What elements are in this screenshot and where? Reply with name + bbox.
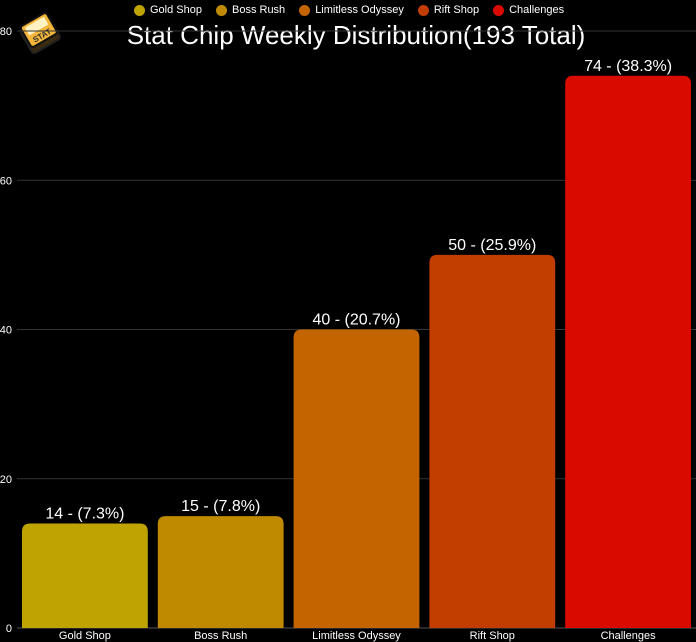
legend-swatch — [215, 4, 227, 16]
x-tick-label: Rift Shop — [470, 630, 515, 642]
bar-limitless-odyssey — [293, 329, 420, 628]
legend-item[interactable]: Boss Rush — [215, 4, 286, 16]
legend-item[interactable]: Rift Shop — [417, 4, 480, 16]
data-label: 40 - (20.7%) — [312, 312, 400, 329]
data-label: 50 - (25.9%) — [448, 237, 536, 254]
legend-label: Limitless Odyssey — [315, 4, 404, 16]
chart-title: Stat Chip Weekly Distribution(193 Total) — [126, 20, 586, 50]
bar-challenges — [565, 75, 691, 628]
data-label: 74 - (38.3%) — [584, 58, 672, 75]
legend-item[interactable]: Limitless Odyssey — [299, 4, 404, 16]
y-tick-label: 60 — [0, 175, 12, 187]
bar-gold-shop — [22, 523, 148, 628]
y-tick-label: 40 — [0, 325, 12, 337]
bar-rift-shop — [429, 254, 556, 628]
x-tick-label: Gold Shop — [59, 630, 111, 642]
stat-chip-logo: STAT — [19, 12, 61, 55]
data-label: 14 - (7.3%) — [45, 506, 124, 523]
chart-legend: Gold Shop Boss Rush Limitless Odyssey Rift … — [134, 4, 564, 16]
x-tick-label: Challenges — [601, 630, 657, 642]
legend-label: Rift Shop — [433, 4, 480, 16]
bar-boss-rush — [157, 516, 284, 628]
data-label: 15 - (7.8%) — [181, 498, 260, 515]
legend-item[interactable]: Challenges — [493, 4, 564, 16]
legend-swatch — [417, 4, 429, 16]
y-tick-label: 80 — [0, 26, 12, 38]
legend-label: Gold Shop — [150, 4, 202, 16]
legend-swatch — [493, 4, 505, 16]
y-tick-label: 20 — [0, 474, 12, 486]
x-tick-label: Limitless Odyssey — [312, 630, 401, 642]
y-tick-label: 0 — [6, 623, 12, 635]
legend-swatch — [299, 4, 311, 16]
legend-label: Boss Rush — [231, 4, 286, 16]
legend-label: Challenges — [509, 4, 565, 16]
legend-item[interactable]: Gold Shop — [134, 4, 202, 16]
x-tick-label: Boss Rush — [194, 630, 247, 642]
legend-swatch — [134, 4, 145, 16]
